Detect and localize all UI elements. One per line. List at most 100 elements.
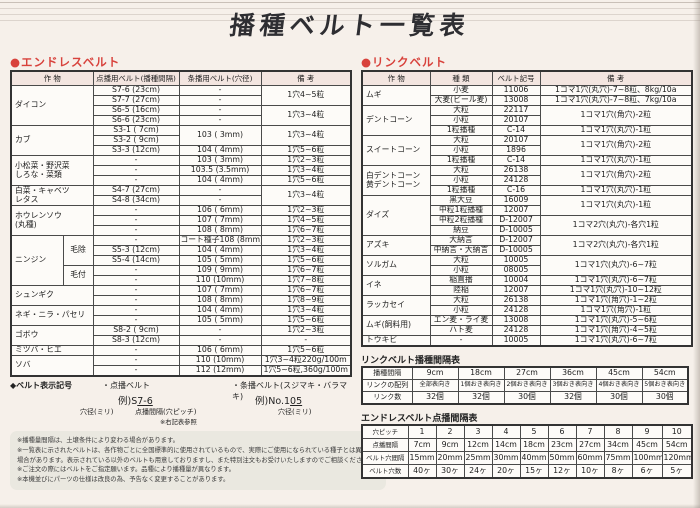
table-cell: 1穴4~5粒 [260,215,352,226]
link-belt-table: 作 物種 類ベルト記号備 考ムギ 小麦 11006 1コマ1穴(丸穴)-7~8粒、8k… [361,70,693,347]
table-cell: ダイズ [361,195,431,236]
table-cell: 1コマ1穴(丸穴)-6~7粒 [539,275,693,286]
table-cell: 中粒2粒播種 [429,215,493,226]
table-cell: S7-7 (27cm) [92,95,180,106]
table-cell: 大粒 [429,255,493,266]
table-cell: - [92,315,180,326]
table-cell: 3個おき表向き [549,379,597,392]
table-cell: 大粒 [429,105,493,116]
header-cell: ベルト記号 [491,70,541,86]
table-cell: コート種子108 (8mm) [178,235,262,246]
table-row: イネ 稲直播 10004 1コマ1穴(丸穴)-6~7粒 [361,275,693,296]
link-interval-table: 播種間隔 9cm 18cm 27cm 36cm 45cm 54cm リンクの配列 全部表向き 1個… [361,366,689,405]
table-cell: 7 [575,424,605,439]
table-cell: S3-1 ( 7cm) [92,125,180,136]
endless-belt-heading: ●エンドレスベルト [10,55,121,69]
table-cell: 中粒1粒播種 [429,205,493,216]
table-row: 作 物点播用ベルト(播種間隔) 条播用ベルト(穴径) 備 考 [10,70,352,86]
table-cell: 109 ( 9mm) [178,265,262,276]
table-cell: 105 ( 5mm) [178,315,262,326]
table-cell: 1穴2~3粒 [260,325,352,336]
table-cell: C-14 [491,125,541,136]
table-cell: ホウレンソウ (丸種) [10,205,94,236]
table-cell: ソバ [10,355,94,377]
header-cell: 作 物 [361,70,431,86]
table-cell: 1穴3~4粒 [260,245,352,256]
table-cell: - [92,365,180,377]
note-line: ※本機並びにパーツの仕様は改良の為、予告なく変更することがあります。 [17,476,230,483]
table-row: スイートコーン 大粒 20107 1コマ1穴(角穴)-2粒 [361,135,693,166]
table-cell: 1穴8~9粒 [260,295,352,306]
table-cell: 30mm [491,451,521,465]
table-cell: 1粒播種 [429,185,493,196]
note-line: ※ご注文の際にはベルトをご指定願います。品種により播種量が異なります。 [17,466,235,474]
table-cell: - [92,345,180,356]
table-cell: 小粒 [429,305,493,316]
table-row: ラッカセイ 大粒 26138 1コマ1穴(角穴)-1~2粒 [361,295,693,316]
table-row: 小松菜・野沢菜 しろな・菜類 -103 ( 3mm) 1穴2~3粒 [10,155,352,186]
table-cell: - [178,105,262,116]
table-cell: 106 ( 6mm) [178,345,262,356]
table-cell: 小松菜・野沢菜 しろな・菜類 [10,155,94,186]
table-cell: 1穴5~6粒 [260,315,352,326]
table-cell: 54cm [641,366,689,380]
table-cell: 107 ( 7mm) [178,215,262,226]
table-cell: 13008 [491,95,541,106]
table-cell: 1穴5~6粒 [260,145,352,156]
table-cell: 大麦(ビール麦) [429,95,493,106]
spot-belt-example: 例)S7-6 [118,396,153,407]
table-cell: 4 [491,424,521,439]
table-cell: 40mm [519,451,549,465]
table-cell: 25mm [463,451,493,465]
table-cell: S8-3 (12cm) [92,335,180,346]
table-cell: 105 ( 5mm) [178,255,262,266]
table-cell: 1穴6~7粒 [260,225,352,236]
table-row: 播種間隔 9cm 18cm 27cm 36cm 45cm 54cm [361,366,689,380]
table-cell: リンク数 [361,391,413,405]
table-cell: 1コマ1穴(丸穴)-6~7粒 [539,335,693,347]
table-cell: ミツバ・ヒエ [10,345,94,356]
table-cell: 1穴3~4粒 [260,165,352,176]
table-cell: 1穴6~7粒 [260,285,352,296]
table-cell: 1コマ1穴(丸穴)-1粒 [539,195,693,216]
table-cell: - [92,155,180,166]
table-cell: 9cm [411,366,459,380]
endless-belt-table: 作 物点播用ベルト(播種間隔) 条播用ベルト(穴径) 備 考ダイコン S7-6 (23… [10,70,353,377]
table-cell: - [92,355,180,366]
table-cell: 1穴5~6粒 [260,345,352,356]
table-cell: 15ヶ [519,464,549,479]
table-cell: - [92,275,180,286]
table-cell: C-14 [491,155,541,166]
table-cell: 大納言 [429,235,493,246]
table-cell: カブ [10,125,94,156]
table-cell: 1コマ1穴(角穴)-1~2粒 [539,295,693,306]
table-cell: - [92,225,180,236]
notes-box: ※播種量間隔は、土壌条件により変わる場合があります。 ※一覧表に示されたベルトは、… [10,431,386,490]
table-cell: シュンギク [10,285,94,306]
table-cell: 1コマ1穴(丸穴)-7~8粒、8kg/10a [539,85,693,96]
table-cell: 1穴3~4粒 [260,105,352,126]
table-cell: アズキ [361,235,431,256]
table-cell: 40ヶ [407,464,437,479]
table-cell: 103 ( 3mm) [178,125,262,146]
table-cell: 8 [603,424,633,439]
table-cell: 103.5 (3.5mm) [178,165,262,176]
endless-interval-table: 穴ピッチ 1 2 3 4 5 6 7 8 9 10 点播間隔 7cm 9cm 12cm 14cm 18cm 23c… [361,424,693,479]
table-cell: 12cm [463,438,493,452]
table-row: -103.5 (3.5mm) 1穴3~4粒 [11,165,352,176]
table-cell: 1コマ1穴(丸穴)-5~6粒 [539,315,693,326]
table-cell: 1 [407,424,437,439]
header-cell: 備 考 [539,70,693,86]
scan-artifact-line [0,20,700,21]
note-line: ※一覧表に示されたベルトは、各作物ごとに全国標準的に使用されているもので、実際に… [17,446,375,464]
table-cell: D-10005 [491,225,541,236]
table-cell: ソルガム [361,255,431,276]
table-cell: 104 ( 4mm) [178,245,262,256]
table-cell: C-16 [491,185,541,196]
table-cell: 白菜・キャベツ レタス [10,185,94,206]
table-cell: ニンジン [10,235,64,286]
table-cell: 104 ( 4mm) [178,175,262,186]
see-right-table-note: ※右記表参照 [160,419,197,426]
table-cell: 45cm [595,366,643,380]
table-cell: ムギ [361,85,431,106]
